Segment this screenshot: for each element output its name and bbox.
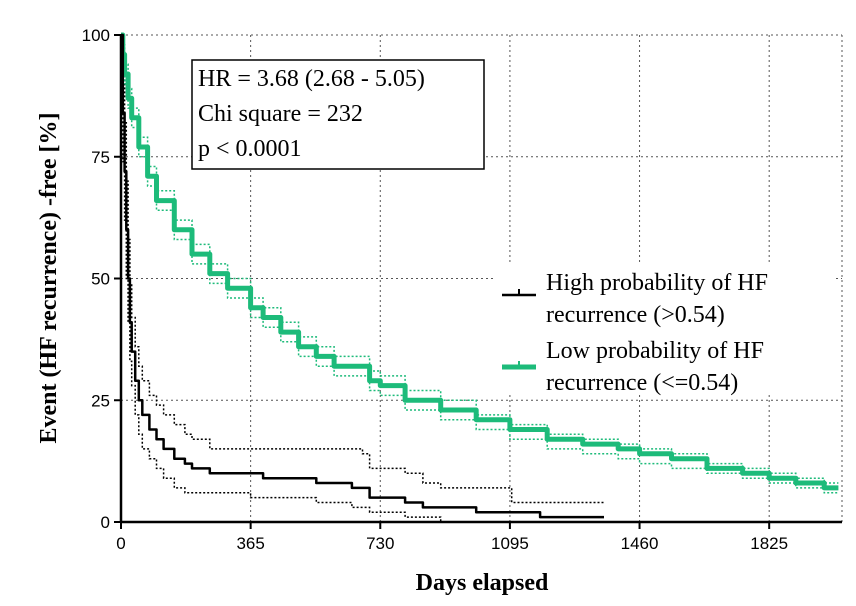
legend-label-high-line2: recurrence (>0.54) <box>546 302 725 328</box>
survival-curves <box>120 32 839 519</box>
legend-background <box>493 262 833 394</box>
y-axis-title: Event (HF recurrence) -free [%] <box>36 113 62 444</box>
x-tick-label: 0 <box>116 534 125 553</box>
survival-curve-low <box>120 32 839 491</box>
x-axis-title: Days elapsed <box>416 570 549 596</box>
y-tick-label: 50 <box>91 270 110 289</box>
x-tick-label: 1095 <box>491 534 529 553</box>
annotation-hr: HR = 3.68 (2.68 - 5.05) <box>198 66 425 92</box>
annotation-p: p < 0.0001 <box>198 136 302 162</box>
annotation-box: HR = 3.68 (2.68 - 5.05) Chi square = 232… <box>191 59 485 170</box>
legend-label-low-line2: recurrence (<=0.54) <box>546 370 738 396</box>
y-tick-label: 75 <box>91 148 110 167</box>
survival-curve-high <box>121 33 604 519</box>
axes: 0 365 730 1095 1460 1825 0 25 50 75 100 <box>82 26 842 553</box>
y-tick-label: 100 <box>82 26 110 45</box>
legend-label-high-line1: High probability of HF <box>546 270 768 296</box>
legend-item-high: High probability of HF recurrence (>0.54… <box>502 270 768 328</box>
ci-lower-high <box>121 34 604 523</box>
annotation-frame <box>191 59 485 170</box>
x-tick-label: 730 <box>366 534 394 553</box>
x-tick-label: 1460 <box>621 534 659 553</box>
y-tick-label: 25 <box>91 391 110 410</box>
legend-item-low: Low probability of HF recurrence (<=0.54… <box>502 338 764 396</box>
legend-label-low-line1: Low probability of HF <box>546 338 764 364</box>
annotation-chi: Chi square = 232 <box>198 101 363 127</box>
legend: High probability of HF recurrence (>0.54… <box>493 262 833 396</box>
y-tick-label: 0 <box>101 513 110 532</box>
x-tick-label: 365 <box>236 534 264 553</box>
x-tick-label: 1825 <box>750 534 788 553</box>
